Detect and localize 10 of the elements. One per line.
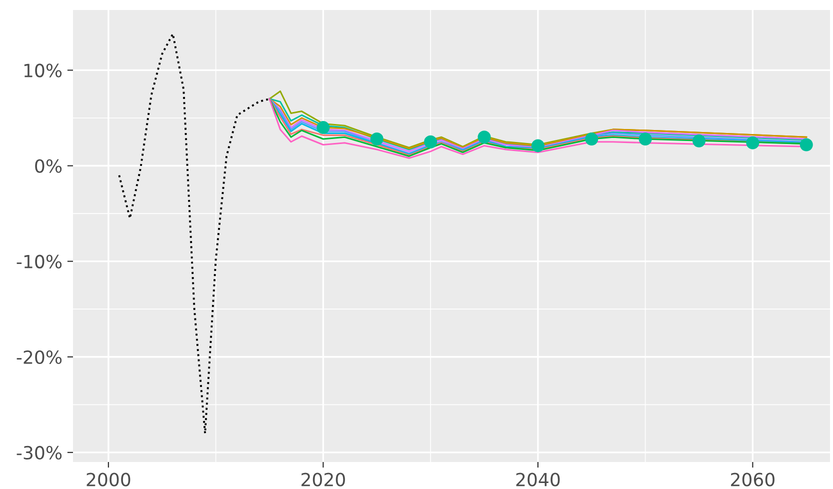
line-series xyxy=(118,32,270,434)
y-tick-label: -10% xyxy=(16,254,62,268)
x-tick-label: 2060 xyxy=(731,472,774,486)
x-tick-label: 2000 xyxy=(86,472,130,486)
y-tick-label: -20% xyxy=(16,350,62,364)
x-tick-label: 2040 xyxy=(516,472,560,486)
y-tick-label: 0% xyxy=(35,159,62,173)
y-tick-label: 10% xyxy=(24,64,62,78)
y-tick-label: -30% xyxy=(16,446,62,460)
x-tick-label: 2020 xyxy=(302,472,345,486)
